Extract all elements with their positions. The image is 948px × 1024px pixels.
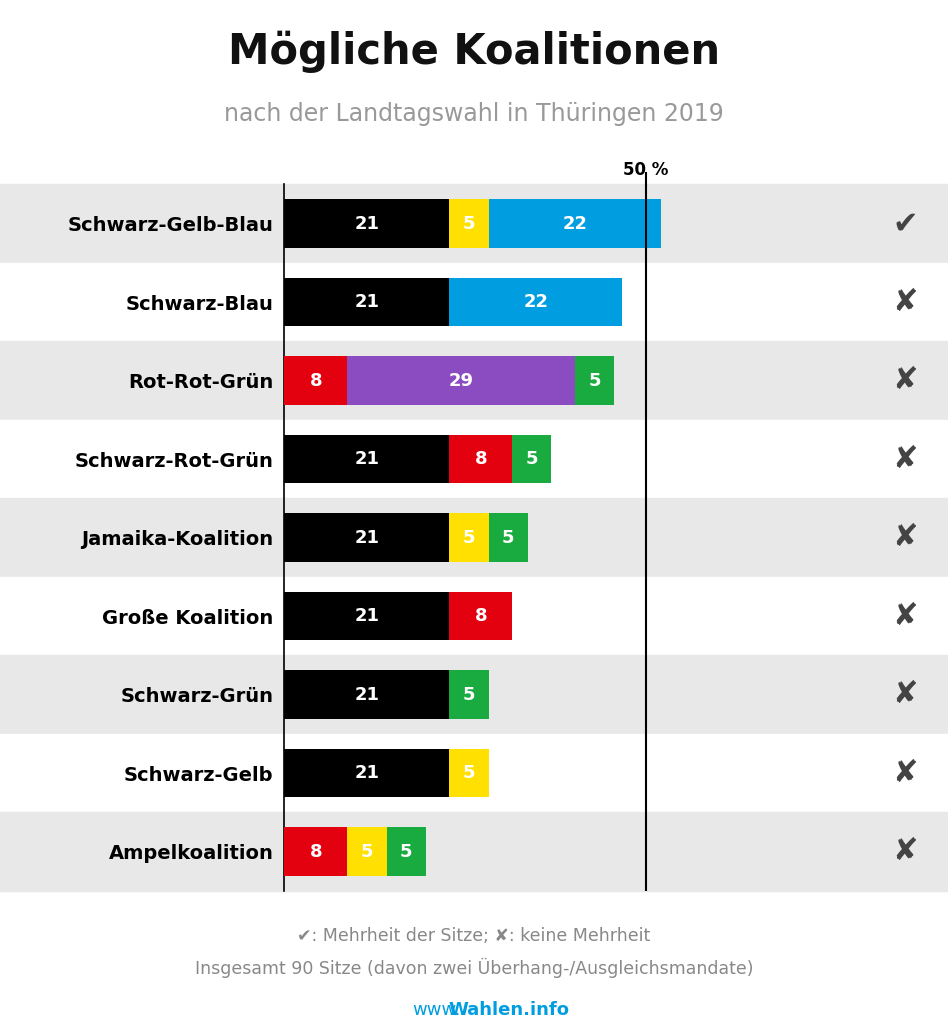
Bar xyxy=(0,499,948,577)
Text: 22: 22 xyxy=(562,215,588,232)
Text: Wahlen.info: Wahlen.info xyxy=(448,1001,570,1020)
Text: ✘: ✘ xyxy=(893,759,918,787)
Bar xyxy=(284,200,449,248)
Bar xyxy=(347,827,387,876)
Bar xyxy=(0,420,948,499)
Text: ✔: Mehrheit der Sitze; ✘: keine Mehrheit: ✔: Mehrheit der Sitze; ✘: keine Mehrheit xyxy=(298,927,650,945)
Text: 22: 22 xyxy=(523,293,548,311)
Bar xyxy=(284,513,449,562)
Bar xyxy=(284,356,347,404)
Bar xyxy=(0,734,948,812)
Text: 21: 21 xyxy=(355,607,379,625)
Text: ✔: ✔ xyxy=(893,209,918,238)
Bar xyxy=(284,749,449,798)
Text: 50 %: 50 % xyxy=(623,161,668,179)
Bar xyxy=(449,592,512,640)
Text: 21: 21 xyxy=(355,293,379,311)
Text: 5: 5 xyxy=(525,451,538,468)
Text: ✘: ✘ xyxy=(893,367,918,395)
Bar xyxy=(284,435,449,483)
Text: 5: 5 xyxy=(502,528,515,547)
Text: www.: www. xyxy=(412,1001,461,1020)
Bar xyxy=(449,671,488,719)
Text: 5: 5 xyxy=(360,843,374,860)
Bar xyxy=(0,263,948,341)
Text: ✘: ✘ xyxy=(893,680,918,709)
Text: 21: 21 xyxy=(355,764,379,782)
Bar xyxy=(449,278,622,327)
Text: 21: 21 xyxy=(355,451,379,468)
Bar xyxy=(284,592,449,640)
Bar xyxy=(284,827,347,876)
Bar xyxy=(0,577,948,655)
Text: 8: 8 xyxy=(309,843,322,860)
Text: 21: 21 xyxy=(355,686,379,703)
Text: nach der Landtagswahl in Thüringen 2019: nach der Landtagswahl in Thüringen 2019 xyxy=(224,102,724,126)
Text: 21: 21 xyxy=(355,215,379,232)
Text: 8: 8 xyxy=(474,607,487,625)
Bar xyxy=(0,341,948,420)
Text: 5: 5 xyxy=(400,843,412,860)
Bar xyxy=(0,184,948,263)
Bar xyxy=(284,671,449,719)
Text: 5: 5 xyxy=(463,528,475,547)
Bar xyxy=(488,513,528,562)
Bar xyxy=(449,749,488,798)
Bar xyxy=(347,356,575,404)
Text: Mögliche Koalitionen: Mögliche Koalitionen xyxy=(228,31,720,73)
Bar xyxy=(449,513,488,562)
Bar xyxy=(0,655,948,734)
Text: 5: 5 xyxy=(463,686,475,703)
Text: ✘: ✘ xyxy=(893,288,918,316)
Bar xyxy=(0,812,948,891)
Bar xyxy=(575,356,614,404)
Bar xyxy=(449,200,488,248)
Text: 5: 5 xyxy=(463,764,475,782)
Text: 5: 5 xyxy=(589,372,601,389)
Text: ✘: ✘ xyxy=(893,444,918,473)
Text: ✘: ✘ xyxy=(893,523,918,552)
Bar xyxy=(387,827,426,876)
Bar xyxy=(449,435,512,483)
Text: 5: 5 xyxy=(463,215,475,232)
Text: ✘: ✘ xyxy=(893,838,918,866)
Text: Insgesamt 90 Sitze (davon zwei Überhang-/Ausgleichsmandate): Insgesamt 90 Sitze (davon zwei Überhang-… xyxy=(194,957,754,978)
Bar xyxy=(512,435,552,483)
Text: 29: 29 xyxy=(448,372,474,389)
Text: ✘: ✘ xyxy=(893,602,918,631)
Text: 8: 8 xyxy=(474,451,487,468)
Text: 21: 21 xyxy=(355,528,379,547)
Bar xyxy=(488,200,662,248)
Text: 8: 8 xyxy=(309,372,322,389)
Bar xyxy=(284,278,449,327)
